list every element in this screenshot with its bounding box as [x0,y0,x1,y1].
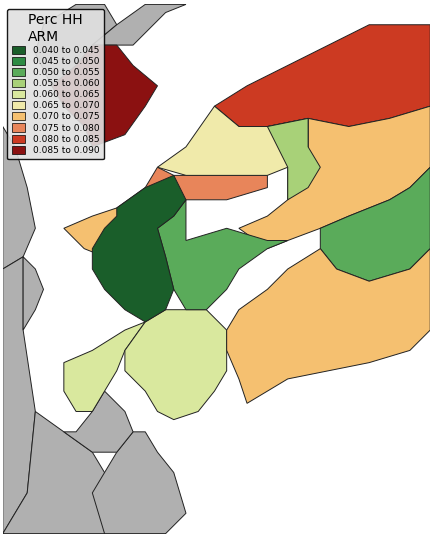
Polygon shape [64,322,145,412]
Polygon shape [23,257,43,330]
Legend: 0.040 to 0.045, 0.045 to 0.050, 0.050 to 0.055, 0.055 to 0.060, 0.060 to 0.065, : 0.040 to 0.045, 0.045 to 0.050, 0.050 to… [7,9,104,159]
Polygon shape [268,118,320,200]
Polygon shape [3,257,36,534]
Polygon shape [36,4,117,86]
Polygon shape [125,310,227,420]
Polygon shape [3,126,36,269]
Polygon shape [64,391,133,452]
Polygon shape [145,167,268,216]
Polygon shape [227,249,430,404]
Polygon shape [92,4,186,45]
Polygon shape [64,188,158,257]
Polygon shape [92,175,186,322]
Polygon shape [158,200,288,310]
Polygon shape [158,106,308,175]
Polygon shape [239,106,430,249]
Polygon shape [3,412,117,534]
Polygon shape [320,167,430,281]
Polygon shape [52,45,158,147]
Polygon shape [214,25,430,126]
Polygon shape [92,432,186,534]
